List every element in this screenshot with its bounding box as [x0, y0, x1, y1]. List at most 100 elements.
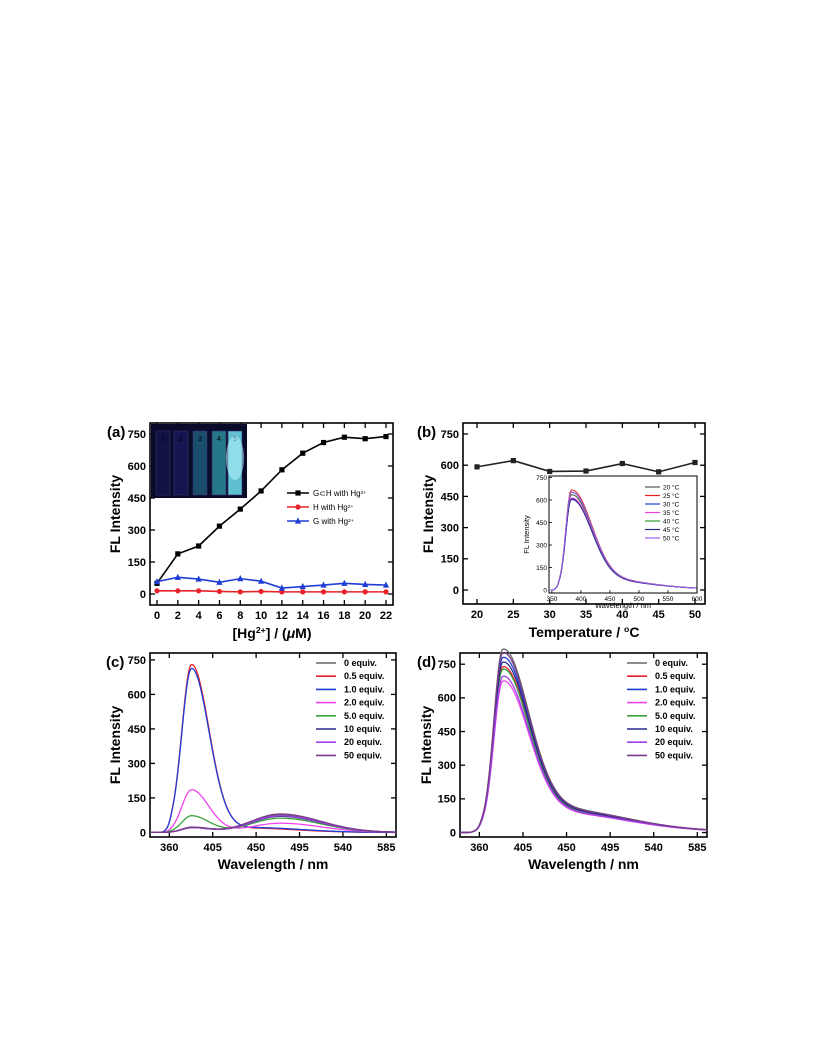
panel-a-point-1-5	[258, 588, 264, 595]
panel-b-point-5	[656, 469, 662, 475]
panel-c-legend-label-2: 1.0 equiv.	[344, 684, 384, 694]
vial-label-2: 2	[179, 436, 183, 443]
vial-label-3: 3	[198, 436, 202, 443]
panel-d: 360 405 450 495 540 585 0 150 300 450 600 750(d) FL …	[417, 648, 708, 872]
panel-c-legend-label-7: 50 equiv.	[344, 750, 382, 760]
panel-c-label: (c)	[106, 654, 124, 671]
inset-ytick-label-5: 750	[536, 475, 547, 482]
panel-b-point-4	[619, 460, 625, 467]
inset-legend-label-4: 40 °C	[663, 517, 680, 525]
panel-a-legend-marker-1	[295, 504, 301, 510]
panel-c-xtick-label-5: 585	[377, 842, 395, 854]
panel-a-point-1-9	[341, 589, 347, 595]
panel-a-legend-marker-0	[295, 490, 301, 496]
panel-a-point-1-0	[154, 588, 160, 594]
panel-d-legend-label-1: 0.5 equiv.	[655, 671, 695, 681]
panel-c-ytick-label-2: 300	[128, 758, 146, 770]
panel-a-point-2-7	[299, 582, 306, 590]
panel-c-frame	[149, 652, 397, 838]
inset-series-line-6	[549, 491, 697, 591]
panel-a-point-0-10	[362, 436, 368, 442]
inset-legend-label-3: 35 °C	[663, 509, 680, 517]
panel-c-series-line-7	[150, 813, 397, 834]
inset-ytick-label-4: 600	[536, 497, 547, 504]
panel-a-xlabel: [Hg2+] / (μM)	[233, 625, 312, 641]
panel-a-xtick-label-0: 0	[154, 610, 160, 622]
panel-a-xtick-label-11: 22	[380, 610, 392, 622]
panel-d-ytick-label-4: 600	[438, 693, 456, 705]
vial-3	[192, 430, 208, 496]
panel-a-legend-marker-2	[294, 517, 302, 524]
panel-c-legend: 0 equiv. 0.5 equiv. 1.0 equiv. 2.0 equiv. 5.…	[316, 658, 384, 760]
panel-a-xtick-label-3: 6	[216, 610, 222, 622]
vial-label-1: 1	[161, 436, 165, 443]
panel-a-ytick-label-0: 0	[140, 589, 146, 601]
panel-b-xtick-label-2: 30	[544, 609, 556, 621]
panel-a-xtick-label-4: 8	[237, 610, 243, 622]
panel-c-legend-label-5: 10 equiv.	[344, 724, 382, 734]
vial-5-glow	[226, 436, 244, 480]
panel-a-ytick-label-3: 450	[128, 493, 146, 505]
panel-a-point-2-3	[216, 578, 223, 585]
panel-c-legend-label-1: 0.5 equiv.	[344, 671, 384, 681]
panel-d-legend-label-7: 50 equiv.	[655, 750, 693, 760]
inset-ytick-label-1: 150	[536, 565, 547, 572]
inset-xtick-label-0: 350	[546, 596, 557, 603]
panel-d-xtick-label-3: 495	[601, 842, 619, 854]
panel-a-point-0-7	[300, 450, 306, 456]
panel-a-ytick-label-1: 150	[128, 557, 146, 569]
panel-d-frame	[459, 652, 708, 838]
panel-c-ytick-label-1: 150	[128, 793, 146, 805]
panel-a-ylabel: FL Intensity	[107, 475, 123, 554]
panel-d-legend-label-4: 5.0 equiv.	[655, 711, 695, 721]
panel-d-ytick-label-5: 750	[438, 659, 456, 671]
panel-b-ytick-label-0: 0	[453, 585, 459, 597]
panel-d-ytick-label-2: 300	[438, 760, 456, 772]
panel-a-point-2-9	[341, 579, 348, 586]
panel-b-xtick-label-1: 25	[507, 609, 519, 621]
panel-b-ytick-label-2: 300	[441, 522, 459, 534]
panel-b-ylabel: FL Intensity	[420, 475, 436, 554]
panel-c-xtick-label-0: 360	[160, 842, 178, 854]
panel-a-point-2-1	[174, 573, 181, 580]
panel-a-point-2-4	[237, 575, 244, 582]
panel-d-xtick-label-1: 405	[514, 842, 532, 854]
panel-c-legend-label-3: 2.0 equiv.	[344, 698, 384, 708]
panel-a-point-1-10	[362, 589, 368, 595]
panel-b-ytick-label-1: 150	[441, 554, 459, 566]
inset-ytick-label-0: 0	[543, 587, 547, 594]
panel-a-xtick-label-7: 14	[297, 610, 310, 622]
panel-d-legend-label-6: 20 equiv.	[655, 737, 693, 747]
panel-a-ytick-label-2: 300	[128, 525, 146, 537]
inset-xtick-label-3: 500	[634, 596, 645, 603]
panel-a-point-1-3	[216, 588, 223, 595]
panel-a-point-0-6	[279, 467, 285, 473]
panel-c-legend-label-0: 0 equiv.	[344, 658, 377, 668]
inset-legend-label-1: 25 °C	[663, 492, 680, 500]
panel-a-series-line-0	[156, 435, 387, 584]
panel-a-legend-label-2: G with Hg2+	[313, 517, 354, 526]
panel-b-label: (b)	[417, 424, 436, 441]
panel-c-ylabel: FL Intensity	[107, 706, 123, 785]
panel-a-point-1-1	[175, 588, 181, 594]
inset-photo: 12345	[151, 424, 247, 498]
panel-b-xtick-label-6: 50	[689, 609, 701, 621]
panel-c-ytick-label-0: 0	[140, 827, 146, 839]
panel-b-inset: 350 400 450 500 550 600 0 150 300 450 600 750 Wavele…	[522, 475, 703, 610]
panel-b-frame	[462, 422, 706, 605]
panel-a-point-0-5	[258, 488, 264, 494]
panel-c-xtick-label-4: 540	[334, 842, 352, 854]
panel-d-legend: 0 equiv. 0.5 equiv. 1.0 equiv. 2.0 equiv. 5.…	[627, 658, 695, 760]
panel-a-series-line-2	[156, 576, 387, 589]
panel-c-ytick-label-4: 600	[128, 689, 146, 701]
panel-a-point-2-11	[382, 581, 390, 588]
panel-c-xtick-label-1: 405	[204, 842, 222, 854]
panel-b-ytick-label-4: 600	[441, 460, 459, 472]
panel-a-point-2-8	[320, 581, 327, 588]
vial-4	[211, 430, 227, 496]
panel-d-series-line-7	[459, 651, 708, 834]
panel-a: 0 2 4 6 8 10 12 14 16 18 20 220150300450600750(a)FL…	[107, 422, 394, 641]
panel-c-xlabel: Wavelength / nm	[218, 856, 329, 872]
panel-c-ytick-label-5: 750	[128, 655, 146, 667]
